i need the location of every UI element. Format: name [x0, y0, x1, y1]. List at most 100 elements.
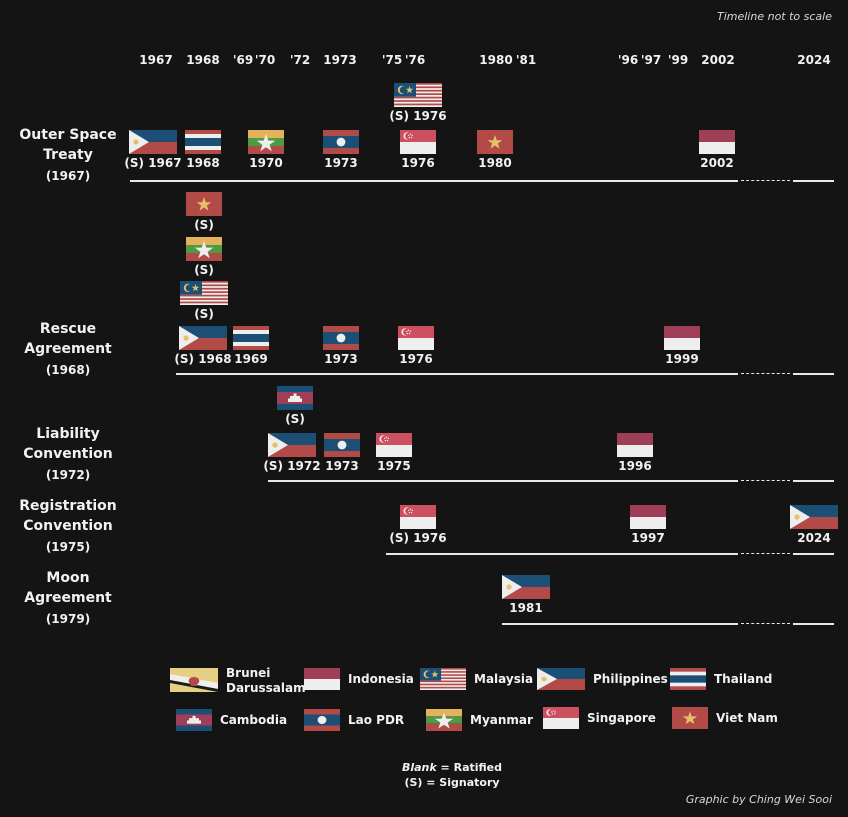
year-tick-label: 1980: [479, 53, 513, 67]
liability-convention-timeline-gap: [741, 480, 790, 481]
moon-agreement-timeline: [502, 623, 738, 625]
indonesia-flag-icon: [617, 433, 653, 457]
ratification-label: 1976: [399, 352, 433, 366]
lao-pdr-flag-icon: [324, 433, 360, 457]
ratification-label: 1999: [665, 352, 699, 366]
ratification-label: 1976: [401, 156, 435, 170]
year-tick-label: '72: [289, 53, 311, 67]
lao-pdr-flag-icon: [323, 326, 359, 350]
ratification-label: (S): [285, 412, 305, 426]
ratification-label: 2024: [797, 531, 831, 545]
credit: Graphic by Ching Wei Sooi: [685, 793, 832, 806]
registration-convention-timeline: [386, 553, 738, 555]
moon-agreement-timeline-gap: [741, 623, 790, 624]
singapore-flag-icon: [398, 326, 434, 350]
cambodia-flag-icon: [277, 386, 313, 410]
philippines-flag-icon: [268, 433, 316, 457]
legend-philippines-flag-icon: [537, 668, 585, 690]
liability-convention-timeline-end: [793, 480, 834, 482]
indonesia-flag-icon: [699, 130, 735, 154]
rescue-agreement-timeline-gap: [741, 373, 790, 374]
year-tick-label: 2024: [797, 53, 831, 67]
ratification-label: 1969: [234, 352, 268, 366]
legend-thailand-label: Thailand: [714, 672, 773, 686]
year-tick-label: 1968: [186, 53, 220, 67]
registration-convention-timeline-gap: [741, 553, 790, 554]
ratification-label: (S) 1976: [389, 109, 447, 123]
legend-lao-pdr-flag-icon: [304, 709, 340, 731]
registration-convention-timeline-end: [793, 553, 834, 555]
ratification-label: 1973: [324, 156, 358, 170]
legend-cambodia-label: Cambodia: [220, 713, 288, 727]
thailand-flag-icon: [233, 326, 269, 350]
legend-thailand-flag-icon: [670, 668, 706, 690]
legend-singapore-label: Singapore: [587, 711, 656, 725]
myanmar-flag-icon: [186, 237, 222, 261]
ratification-label: 1980: [478, 156, 512, 170]
year-tick-label: 1967: [139, 53, 173, 67]
ratification-label: 1973: [324, 352, 358, 366]
rescue-agreement-timeline: [176, 373, 738, 375]
philippines-flag-icon: [502, 575, 550, 599]
ratification-label: (S): [194, 263, 214, 277]
year-tick-label: '99: [667, 53, 689, 67]
legend-myanmar-label: Myanmar: [470, 713, 533, 727]
legend-viet-nam-label: Viet Nam: [716, 711, 778, 725]
myanmar-flag-icon: [248, 130, 284, 154]
ratification-label: 1997: [631, 531, 665, 545]
key-ratified: Blank = Ratified: [401, 761, 503, 774]
moon-agreement-timeline-end: [793, 623, 834, 625]
legend-indonesia-flag-icon: [304, 668, 340, 690]
rescue-agreement-timeline-end: [793, 373, 834, 375]
year-tick-label: '76: [404, 53, 426, 67]
ratification-label: (S) 1967: [124, 156, 182, 170]
legend-lao-pdr-label: Lao PDR: [348, 713, 405, 727]
legend-indonesia-label: Indonesia: [348, 672, 414, 686]
singapore-flag-icon: [376, 433, 412, 457]
legend-malaysia-label: Malaysia: [474, 672, 534, 686]
ratification-label: 1981: [509, 601, 543, 615]
ratification-label: (S) 1972: [263, 459, 321, 473]
ratification-label: (S) 1976: [389, 531, 447, 545]
viet-nam-flag-icon: [186, 192, 222, 216]
legend-singapore-flag-icon: [543, 707, 579, 729]
year-tick-label: '75: [381, 53, 403, 67]
singapore-flag-icon: [400, 130, 436, 154]
legend-myanmar-flag-icon: [426, 709, 462, 731]
indonesia-flag-icon: [630, 505, 666, 529]
philippines-flag-icon: [790, 505, 838, 529]
thailand-flag-icon: [185, 130, 221, 154]
legend-brunei-darussalam-label: Brunei Darussalam: [226, 666, 306, 695]
year-tick-label: 2002: [701, 53, 735, 67]
treaty-label-moon: Moon Agreement (1979): [24, 570, 112, 626]
year-tick-label: '69: [232, 53, 254, 67]
malaysia-flag-icon: [180, 281, 228, 305]
ratification-label: (S) 1968: [174, 352, 232, 366]
year-tick-label: '97: [640, 53, 662, 67]
malaysia-flag-icon: [394, 83, 442, 107]
ratification-label: 1968: [186, 156, 220, 170]
year-tick-label: '81: [515, 53, 537, 67]
year-tick-label: '96: [617, 53, 639, 67]
outer-space-treaty-timeline: [130, 180, 738, 182]
philippines-flag-icon: [179, 326, 227, 350]
legend-malaysia-flag-icon: [420, 668, 466, 690]
ratification-label: (S): [194, 307, 214, 321]
outer-space-treaty-timeline-gap: [741, 180, 790, 181]
legend-cambodia-flag-icon: [176, 709, 212, 731]
legend-brunei-darussalam-flag-icon: [170, 668, 218, 692]
ratification-label: (S): [194, 218, 214, 232]
treaty-label-rescue: Rescue Agreement (1968): [24, 321, 112, 377]
key-signatory: (S) = Signatory: [404, 776, 500, 789]
year-tick-label: 1973: [323, 53, 357, 67]
treaty-label-liability: Liability Convention (1972): [23, 426, 113, 482]
treaty-label-registration: Registration Convention (1975): [19, 498, 117, 554]
outer-space-treaty-timeline-end: [793, 180, 834, 182]
treaty-label-outer-space: Outer Space Treaty (1967): [19, 127, 117, 183]
year-tick-label: '70: [254, 53, 276, 67]
ratification-label: 1970: [249, 156, 283, 170]
ratification-label: 1975: [377, 459, 411, 473]
indonesia-flag-icon: [664, 326, 700, 350]
ratification-label: 2002: [700, 156, 734, 170]
scale-note: Timeline not to scale: [716, 10, 832, 23]
